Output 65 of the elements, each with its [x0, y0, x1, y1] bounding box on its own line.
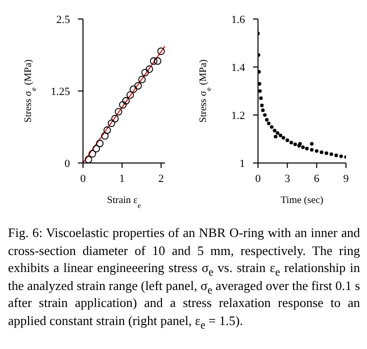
- point: [101, 132, 109, 140]
- point: [260, 104, 264, 108]
- point: [305, 146, 309, 150]
- y-tick-label: 1.6: [231, 14, 246, 26]
- point: [258, 89, 262, 93]
- point: [114, 108, 122, 116]
- y-tick-label: 1.25: [50, 86, 70, 98]
- point: [88, 150, 96, 158]
- point: [122, 97, 130, 105]
- point: [138, 76, 146, 84]
- x-tick-label: 2: [158, 172, 164, 185]
- point: [103, 126, 111, 134]
- x-tick-label: 9: [343, 172, 350, 185]
- x-tick-label: 3: [284, 172, 291, 185]
- point: [130, 86, 138, 94]
- point: [324, 151, 328, 155]
- point: [154, 57, 162, 65]
- point: [334, 154, 338, 158]
- point: [119, 101, 127, 109]
- point: [310, 142, 314, 146]
- x-tick-label: 0: [255, 172, 262, 185]
- point: [92, 144, 100, 152]
- point: [141, 68, 149, 76]
- point: [111, 114, 119, 122]
- point: [259, 96, 263, 100]
- y-tick-label: 0: [64, 158, 70, 170]
- point: [278, 134, 282, 138]
- point: [258, 70, 261, 74]
- x-tick-label: 6: [314, 172, 320, 185]
- text: Fig. 6: Viscoelastic properties of an NBR O-ring with an inner and cross-section diameter of 10 and 5 mm, respectively. The ring exhibits a linear engineeering stress σ$_{e}$ vs. strain ε$_{e}$ relationship in the analyzed strain range (left panel, σ$_{e}$ averaged over the first 0.1 s after strain application) and a stress relaxation response to an applied constant strain (right panel, ε$_{e}$ = 1.5).: [8, 225, 360, 332]
- point: [150, 57, 158, 65]
- point: [84, 156, 92, 163]
- point: [310, 148, 314, 152]
- point: [276, 131, 280, 135]
- point: [96, 140, 104, 148]
- x-axis-title: Time (sec): [280, 195, 324, 206]
- point: [126, 91, 134, 99]
- y-tick-label: 1: [240, 158, 245, 170]
- x-tick-label: 1: [119, 172, 125, 185]
- point: [320, 150, 324, 154]
- point: [293, 142, 297, 146]
- point: [286, 138, 290, 142]
- point: [146, 65, 154, 73]
- point: [270, 125, 274, 129]
- y-tick-label: 1.4: [231, 62, 246, 74]
- point: [266, 122, 271, 126]
- point: [272, 128, 276, 132]
- point: [261, 108, 265, 112]
- x-axis-title: Strain ε$_{e}$: [107, 195, 142, 210]
- point: [157, 48, 165, 56]
- point: [301, 145, 305, 149]
- y-tick-label: 2.5: [56, 14, 70, 26]
- point: [258, 82, 262, 86]
- point: [274, 134, 278, 138]
- point: [314, 149, 318, 153]
- point: [289, 140, 294, 144]
- point: [339, 154, 343, 158]
- x-tick-label: 0: [80, 172, 86, 185]
- point: [282, 136, 286, 140]
- point: [330, 152, 334, 156]
- point: [263, 113, 267, 117]
- y-tick-label: 1.2: [231, 110, 245, 122]
- point: [134, 82, 142, 90]
- point: [265, 118, 269, 122]
- point: [108, 120, 116, 128]
